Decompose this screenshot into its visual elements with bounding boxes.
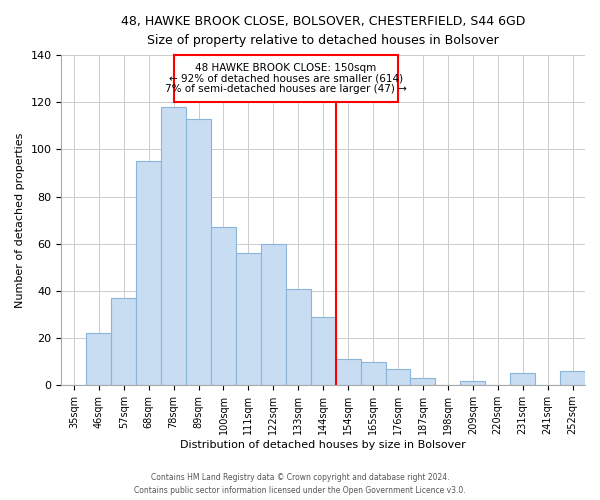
Bar	[261, 244, 286, 385]
Bar	[286, 288, 311, 385]
Bar	[460, 380, 485, 385]
Bar	[136, 161, 161, 385]
Y-axis label: Number of detached properties: Number of detached properties	[15, 132, 25, 308]
Text: Contains HM Land Registry data © Crown copyright and database right 2024.
Contai: Contains HM Land Registry data © Crown c…	[134, 474, 466, 495]
Text: 48 HAWKE BROOK CLOSE: 150sqm: 48 HAWKE BROOK CLOSE: 150sqm	[195, 63, 376, 73]
Bar	[361, 362, 386, 385]
Text: ← 92% of detached houses are smaller (614): ← 92% of detached houses are smaller (61…	[169, 74, 403, 84]
Text: 7% of semi-detached houses are larger (47) →: 7% of semi-detached houses are larger (4…	[165, 84, 407, 94]
Bar	[510, 374, 535, 385]
Bar	[560, 371, 585, 385]
Bar	[211, 227, 236, 385]
Bar	[86, 334, 111, 385]
Title: 48, HAWKE BROOK CLOSE, BOLSOVER, CHESTERFIELD, S44 6GD
Size of property relative: 48, HAWKE BROOK CLOSE, BOLSOVER, CHESTER…	[121, 15, 526, 47]
Bar	[173, 55, 398, 102]
Bar	[386, 368, 410, 385]
X-axis label: Distribution of detached houses by size in Bolsover: Distribution of detached houses by size …	[181, 440, 466, 450]
Bar	[335, 360, 361, 385]
Bar	[236, 253, 261, 385]
Bar	[186, 119, 211, 385]
Bar	[311, 317, 335, 385]
Bar	[111, 298, 136, 385]
Bar	[410, 378, 436, 385]
Bar	[161, 107, 186, 385]
